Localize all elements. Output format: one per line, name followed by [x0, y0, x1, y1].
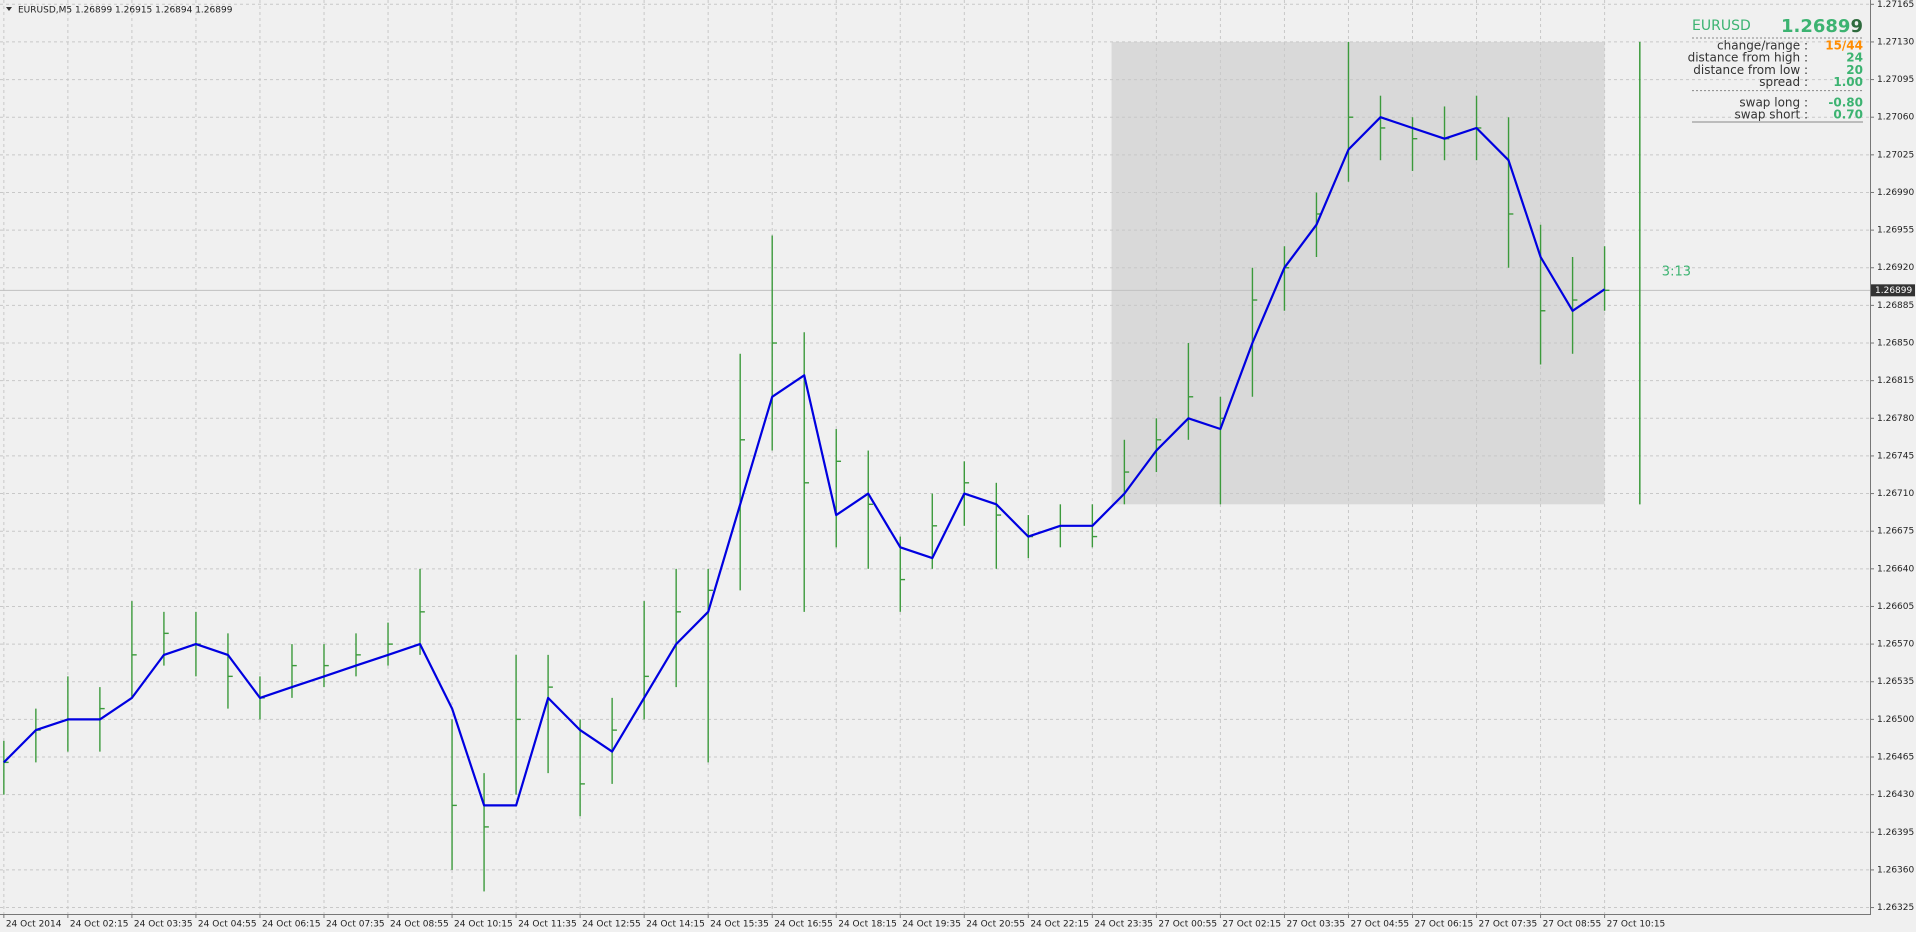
chart-title: EURUSD,M5 1.26899 1.26915 1.26894 1.2689… — [18, 6, 233, 16]
panel-symbol: EURUSD — [1692, 18, 1751, 34]
x-tick-label: 27 Oct 04:55 — [1350, 920, 1409, 930]
y-tick-label: 1.26850 — [1877, 339, 1914, 349]
y-tick-label: 1.26605 — [1877, 602, 1914, 612]
y-tick-label: 1.26535 — [1877, 677, 1914, 687]
menu-arrow[interactable] — [6, 7, 12, 11]
y-tick-label: 1.26920 — [1877, 263, 1914, 273]
y-tick-label: 1.26885 — [1877, 301, 1914, 311]
x-tick-label: 24 Oct 11:35 — [518, 920, 577, 930]
y-tick-label: 1.27165 — [1877, 0, 1914, 10]
panel-row-label: distance from high : — [1688, 51, 1808, 65]
y-tick-label: 1.26325 — [1877, 903, 1914, 913]
x-tick-label: 27 Oct 07:35 — [1479, 920, 1538, 930]
last-price-label: 1.26899 — [1875, 286, 1912, 296]
panel-row-label: swap long : — [1739, 95, 1808, 109]
x-tick-label: 24 Oct 10:15 — [454, 920, 513, 930]
y-tick-label: 1.26780 — [1877, 414, 1914, 424]
panel-row-label: spread : — [1759, 75, 1808, 89]
panel-row-label: change/range : — [1717, 39, 1808, 53]
x-tick-label: 27 Oct 06:15 — [1415, 920, 1474, 930]
x-tick-label: 24 Oct 07:35 — [326, 920, 385, 930]
x-tick-label: 27 Oct 02:15 — [1222, 920, 1281, 930]
x-tick-label: 27 Oct 10:15 — [1607, 920, 1666, 930]
last-price-box — [1871, 284, 1915, 297]
price-last: 9 — [1850, 16, 1863, 37]
x-tick-label: 27 Oct 00:55 — [1158, 920, 1217, 930]
x-tick-label: 24 Oct 20:55 — [966, 920, 1025, 930]
y-tick-label: 1.26745 — [1877, 451, 1914, 461]
panel-row-value: 0.70 — [1833, 108, 1863, 122]
y-tick-label: 1.26360 — [1877, 865, 1914, 875]
plot-area — [0, 0, 1870, 914]
y-tick-label: 1.26395 — [1877, 828, 1914, 838]
moving-average — [3, 116, 1606, 807]
x-tick-label: 24 Oct 03:35 — [134, 920, 193, 930]
x-tick-label: 24 Oct 15:35 — [710, 920, 769, 930]
y-tick-label: 1.27060 — [1877, 113, 1914, 123]
y-tick-label: 1.26465 — [1877, 753, 1914, 763]
panel-row-label: distance from low : — [1693, 63, 1808, 77]
panel-row-value: 24 — [1846, 51, 1863, 65]
y-tick-label: 1.27095 — [1877, 75, 1914, 85]
range-box — [1111, 41, 1605, 505]
y-tick-label: 1.26570 — [1877, 640, 1914, 650]
y-tick-label: 1.27025 — [1877, 150, 1914, 160]
y-tick-label: 1.26710 — [1877, 489, 1914, 499]
panel-row-value: 20 — [1846, 63, 1863, 77]
x-tick-label: 24 Oct 06:15 — [262, 920, 321, 930]
panel-row-value: 1.00 — [1833, 75, 1863, 89]
panel-row-value: 15/44 — [1825, 39, 1863, 53]
y-tick-label: 1.26675 — [1877, 527, 1914, 537]
y-tick-label: 1.26640 — [1877, 564, 1914, 574]
y-tick-label: 1.26430 — [1877, 790, 1914, 800]
x-tick-label: 24 Oct 16:55 — [774, 920, 833, 930]
x-tick-label: 24 Oct 12:55 — [582, 920, 641, 930]
y-tick-label: 1.26990 — [1877, 188, 1914, 198]
x-tick-label: 24 Oct 23:35 — [1094, 920, 1153, 930]
panel-row-value: -0.80 — [1828, 95, 1863, 109]
x-tick-label: 27 Oct 08:55 — [1543, 920, 1602, 930]
y-tick-label: 1.26815 — [1877, 376, 1914, 386]
price-main: 1.2689 — [1781, 16, 1850, 37]
x-tick-label: 27 Oct 03:35 — [1286, 920, 1345, 930]
x-tick-label: 24 Oct 18:15 — [838, 920, 897, 930]
panel-price: 1.26899 — [1781, 16, 1863, 37]
x-tick-label: 24 Oct 14:15 — [646, 920, 705, 930]
x-tick-label: 24 Oct 19:35 — [902, 920, 961, 930]
x-tick-label: 24 Oct 04:55 — [198, 920, 257, 930]
x-tick-label: 24 Oct 08:55 — [390, 920, 449, 930]
y-tick-label: 1.27130 — [1877, 37, 1914, 47]
x-tick-label: 24 Oct 2014 — [6, 920, 62, 930]
y-tick-label: 1.26500 — [1877, 715, 1914, 725]
timer: 3:13 — [1662, 264, 1691, 279]
x-tick-label: 24 Oct 02:15 — [70, 920, 129, 930]
y-tick-label: 1.26955 — [1877, 226, 1914, 236]
x-tick-label: 24 Oct 22:15 — [1030, 920, 1089, 930]
panel-row-label: swap short : — [1734, 108, 1808, 122]
